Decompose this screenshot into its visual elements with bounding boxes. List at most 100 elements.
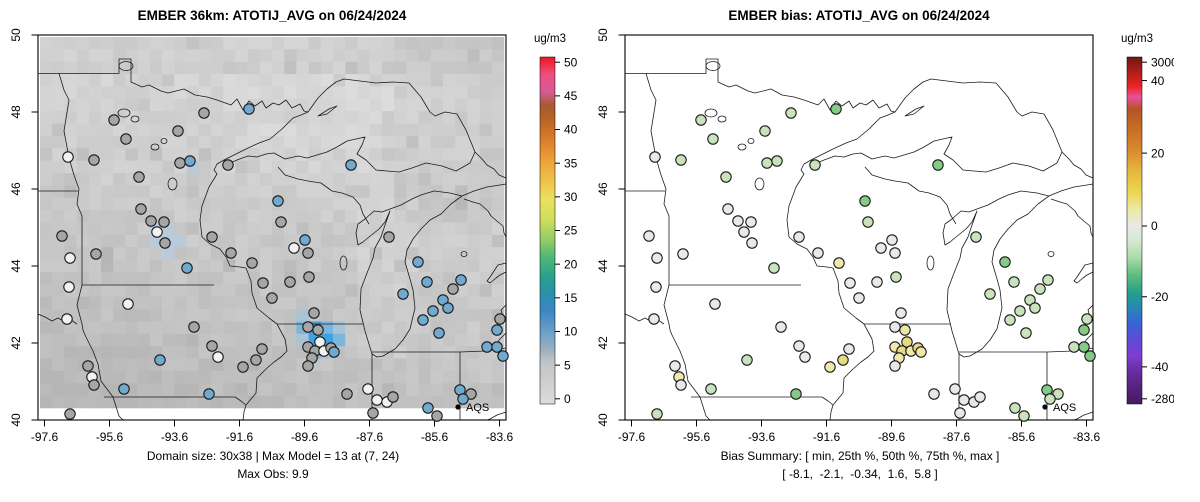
station-marker <box>397 288 409 300</box>
station-marker <box>862 216 874 228</box>
station-marker <box>809 159 821 171</box>
station-marker <box>151 226 163 238</box>
station-marker <box>135 203 147 215</box>
station-marker <box>651 252 663 264</box>
station-marker <box>133 171 145 183</box>
model-raster-grid <box>40 37 505 409</box>
station-marker <box>62 151 74 163</box>
station-marker <box>843 343 855 355</box>
station-marker <box>1008 276 1020 288</box>
plot-box-border <box>37 34 507 421</box>
station-marker <box>122 298 134 310</box>
station-marker <box>793 231 805 243</box>
x-tick-label: -91.6 <box>226 430 254 444</box>
station-marker <box>928 388 940 400</box>
y-tick-label: 42 <box>596 336 610 350</box>
x-tick-label: -97.6 <box>618 430 646 444</box>
station-marker <box>875 242 887 254</box>
x-tick-label: -87.6 <box>943 430 971 444</box>
colorbar-tick-label: 40 <box>564 123 578 137</box>
station-marker <box>88 154 100 166</box>
colorbar-gradient <box>539 56 556 405</box>
station-marker <box>108 114 120 126</box>
station-marker <box>1029 302 1041 314</box>
station-marker <box>341 388 353 400</box>
bias-station-markers <box>643 103 1096 422</box>
station-marker <box>793 340 805 352</box>
station-marker <box>675 379 687 391</box>
station-marker <box>732 215 744 227</box>
station-marker <box>481 341 493 353</box>
colorbar-tick-label: 40 <box>1151 74 1165 88</box>
station-marker <box>1018 410 1030 422</box>
station-marker <box>669 360 681 372</box>
station-marker <box>257 277 269 289</box>
station-marker <box>198 107 210 119</box>
aqs-legend: AQS <box>455 402 489 414</box>
colorbar-tick-label: -280 <box>1151 392 1174 406</box>
station-marker <box>1084 350 1096 362</box>
station-marker <box>181 262 193 274</box>
colorbar-tick-label: 3000 <box>1151 55 1174 69</box>
station-marker <box>362 383 374 395</box>
x-tick-label: -87.6 <box>356 430 384 444</box>
station-marker <box>705 383 717 395</box>
station-marker <box>422 402 434 414</box>
station-marker <box>491 324 503 336</box>
station-marker <box>824 361 836 373</box>
station-marker <box>761 157 773 169</box>
colorbar-tick-label: 35 <box>564 156 578 170</box>
right-colorbar-unit-label: ug/m3 <box>1121 33 1153 45</box>
station-marker <box>455 274 467 286</box>
left-panel-title: EMBER 36km: ATOTIJ_AVG on 06/24/2024 <box>137 8 407 23</box>
station-marker <box>250 354 262 366</box>
station-marker <box>738 226 750 238</box>
aqs-legend-label: AQS <box>466 402 489 414</box>
colorbar-tick-label: 25 <box>564 224 578 238</box>
station-marker <box>830 103 842 115</box>
station-marker <box>225 247 237 259</box>
model-map-panel: EMBER 36km: ATOTIJ_AVG on 06/24/2024 -97… <box>0 0 587 502</box>
colorbar-tick-label: -40 <box>1151 360 1169 374</box>
station-marker <box>709 298 721 310</box>
station-marker <box>457 393 469 405</box>
station-marker <box>1081 313 1093 325</box>
plot-box-border <box>624 34 1094 421</box>
station-marker <box>120 133 132 145</box>
station-marker <box>266 292 278 304</box>
station-marker <box>720 171 732 183</box>
y-tick-label: 50 <box>596 28 610 42</box>
x-tick-label: -83.6 <box>486 430 514 444</box>
axes: -97.6 -95.6 -93.6 -91.6 -89.6 -87.6 -85.6 -83.6… <box>9 28 513 444</box>
x-tick-label: -97.6 <box>31 430 59 444</box>
station-marker <box>768 262 780 274</box>
station-marker <box>853 292 865 304</box>
station-marker <box>899 324 911 336</box>
x-tick-label: -85.6 <box>421 430 449 444</box>
station-marker <box>895 307 907 319</box>
station-marker <box>345 159 357 171</box>
station-marker <box>433 327 445 339</box>
y-tick-label: 44 <box>596 259 610 273</box>
x-tick-label: -83.6 <box>1073 430 1101 444</box>
x-tick-label: -89.6 <box>291 430 319 444</box>
station-marker <box>889 360 901 372</box>
station-marker <box>90 248 102 260</box>
right-caption-line1: Bias Summary: [ min, 25th %, 50th %, 75t… <box>720 449 1000 463</box>
station-marker <box>785 107 797 119</box>
station-marker <box>272 195 284 207</box>
y-tick-label: 48 <box>9 105 23 119</box>
station-marker <box>302 360 314 372</box>
station-marker <box>651 408 663 420</box>
station-marker <box>497 350 509 362</box>
station-marker <box>871 276 883 288</box>
station-marker <box>447 283 459 295</box>
station-marker <box>64 252 76 264</box>
station-marker <box>246 257 258 269</box>
station-marker <box>958 394 970 406</box>
station-marker <box>371 394 383 406</box>
station-marker <box>746 237 758 249</box>
aqs-legend-dot <box>1042 404 1048 410</box>
station-marker <box>303 271 315 283</box>
